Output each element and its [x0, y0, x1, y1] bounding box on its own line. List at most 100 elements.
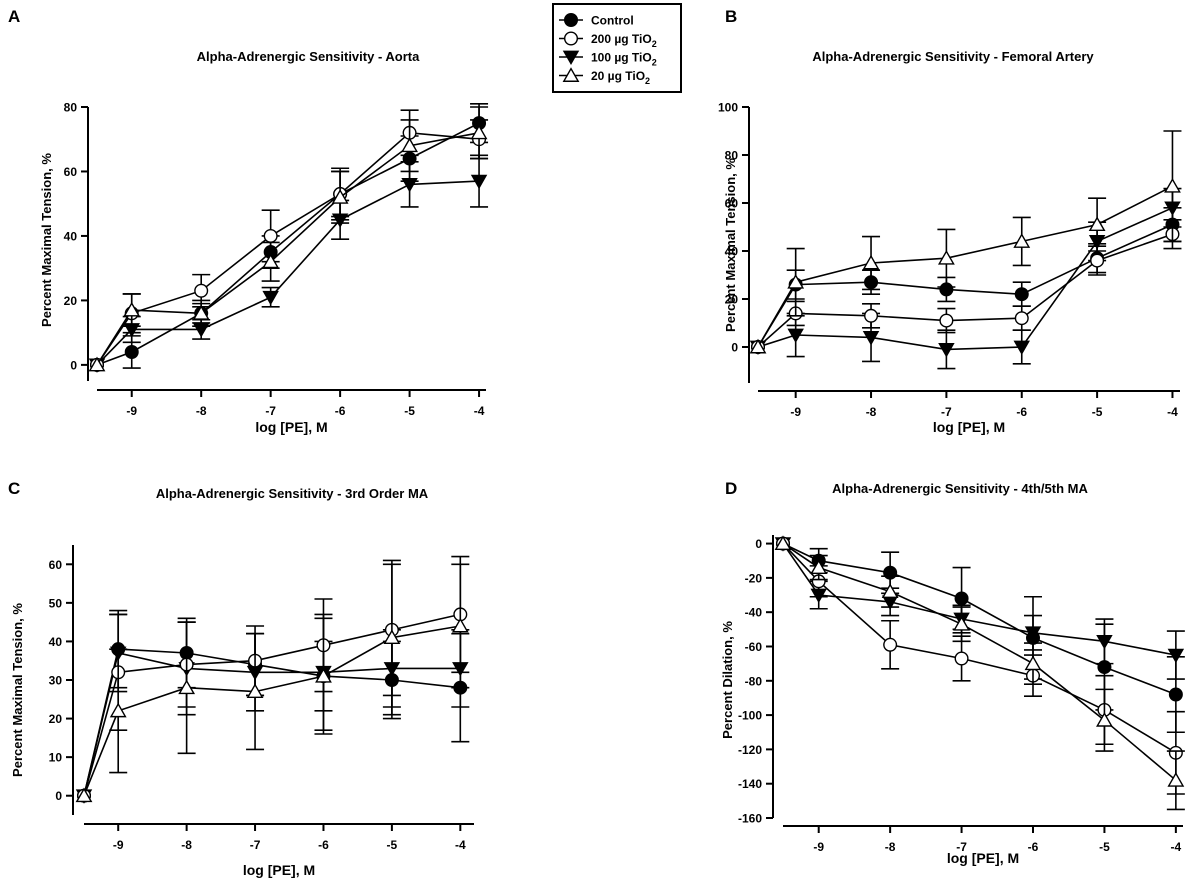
x-axis-label: log [PE], M — [947, 850, 1019, 866]
data-point — [178, 679, 196, 695]
data-point — [315, 667, 332, 683]
y-tick-label: -160 — [738, 812, 762, 826]
series-line — [83, 625, 461, 796]
y-tick-label: 40 — [64, 229, 78, 243]
x-tick-label: -6 — [335, 404, 346, 418]
y-axis-label: Percent Maximal Tension, % — [10, 603, 25, 777]
x-tick-label: -5 — [1099, 840, 1110, 854]
data-point — [883, 637, 898, 652]
data-point — [123, 301, 141, 317]
y-tick-label: -100 — [738, 709, 762, 723]
legend-label: 100 µg TiO2 — [591, 51, 657, 68]
y-tick-label: 40 — [725, 245, 739, 259]
series-line — [96, 180, 480, 366]
data-point — [1088, 216, 1106, 232]
x-tick-label: -4 — [455, 838, 466, 852]
data-point — [954, 651, 969, 666]
x-tick-label: -7 — [941, 405, 952, 419]
panel-letter: C — [8, 479, 20, 498]
x-tick-label: -7 — [956, 840, 967, 854]
legend-subscript: 2 — [652, 39, 657, 49]
data-point — [1097, 660, 1112, 675]
series-20ug — [88, 106, 489, 372]
y-axis-label: Percent Dilation, % — [720, 621, 735, 739]
y-tick-label: 0 — [55, 789, 62, 803]
y-tick-label: 60 — [725, 197, 739, 211]
data-point — [1096, 711, 1113, 727]
series-20ug — [774, 535, 1185, 811]
series-line — [782, 542, 1177, 781]
series-line — [782, 543, 1177, 656]
data-point — [263, 228, 278, 243]
x-tick-label: -9 — [790, 405, 801, 419]
y-tick-label: -80 — [745, 674, 763, 688]
data-point — [881, 583, 899, 599]
data-point — [470, 174, 488, 190]
data-point — [749, 338, 767, 354]
data-point — [1168, 687, 1183, 702]
y-axis-label: Percent Maximal Tension, % — [39, 153, 54, 327]
data-point — [787, 328, 804, 344]
series-100ug — [749, 187, 1182, 370]
x-tick-label: -8 — [181, 838, 192, 852]
data-point — [787, 273, 805, 289]
panel-letter: A — [8, 7, 20, 26]
data-point — [1024, 655, 1042, 671]
series-20ug — [749, 130, 1182, 354]
y-tick-label: 40 — [49, 635, 63, 649]
y-tick-label: -20 — [745, 571, 763, 585]
chart-title: Alpha-Adrenergic Sensitivity - Aorta — [197, 49, 420, 64]
legend-label: 200 µg TiO2 — [591, 32, 657, 49]
y-tick-label: -40 — [745, 606, 763, 620]
series-line — [757, 223, 1173, 348]
panel-letter: D — [725, 479, 737, 498]
data-point — [1090, 253, 1105, 268]
legend-label: Control — [591, 14, 634, 28]
y-tick-label: 20 — [725, 293, 739, 307]
data-point — [864, 308, 879, 323]
series-200ug — [751, 219, 1182, 355]
series-Control — [89, 102, 489, 372]
x-axis-label: log [PE], M — [933, 419, 1005, 435]
y-tick-label: 100 — [718, 101, 738, 115]
x-tick-label: -8 — [866, 405, 877, 419]
y-tick-label: -120 — [738, 743, 762, 757]
data-point — [1167, 772, 1185, 787]
data-point — [1013, 340, 1030, 356]
x-tick-label: -5 — [404, 404, 415, 418]
y-tick-label: 60 — [64, 165, 78, 179]
x-tick-label: -4 — [474, 404, 485, 418]
data-point — [954, 591, 969, 606]
x-tick-label: -7 — [265, 404, 276, 418]
series-line — [782, 542, 1177, 696]
y-tick-label: 60 — [49, 558, 63, 572]
series-line — [757, 207, 1173, 351]
series-20ug — [75, 559, 470, 803]
y-tick-label: -60 — [745, 640, 763, 654]
x-tick-label: -5 — [387, 838, 398, 852]
legend-marker — [562, 67, 580, 82]
panel-B: B Alpha-Adrenergic Sensitivity - Femoral … — [718, 7, 1182, 435]
data-point — [124, 344, 139, 359]
series-100ug — [88, 154, 489, 373]
legend-subscript: 2 — [645, 76, 650, 86]
data-point — [939, 313, 954, 328]
y-tick-label: 30 — [49, 674, 63, 688]
data-point — [937, 249, 955, 265]
data-point — [862, 331, 880, 346]
y-tick-label: 0 — [755, 537, 762, 551]
data-point — [1164, 177, 1181, 193]
x-tick-label: -9 — [126, 404, 137, 418]
x-tick-label: -6 — [318, 838, 329, 852]
data-point — [774, 535, 792, 551]
x-tick-label: -9 — [113, 838, 124, 852]
data-point — [1014, 311, 1029, 326]
series-line — [83, 648, 461, 796]
y-tick-label: 80 — [725, 149, 739, 163]
panel-C: C Alpha-Adrenergic Sensitivity - 3rd Orde… — [8, 479, 474, 878]
y-tick-label: 10 — [49, 751, 63, 765]
legend-label: 20 µg TiO2 — [591, 69, 650, 86]
y-axis-label: Percent Maximal Tension, % — [723, 158, 738, 332]
y-tick-label: 80 — [64, 101, 78, 115]
